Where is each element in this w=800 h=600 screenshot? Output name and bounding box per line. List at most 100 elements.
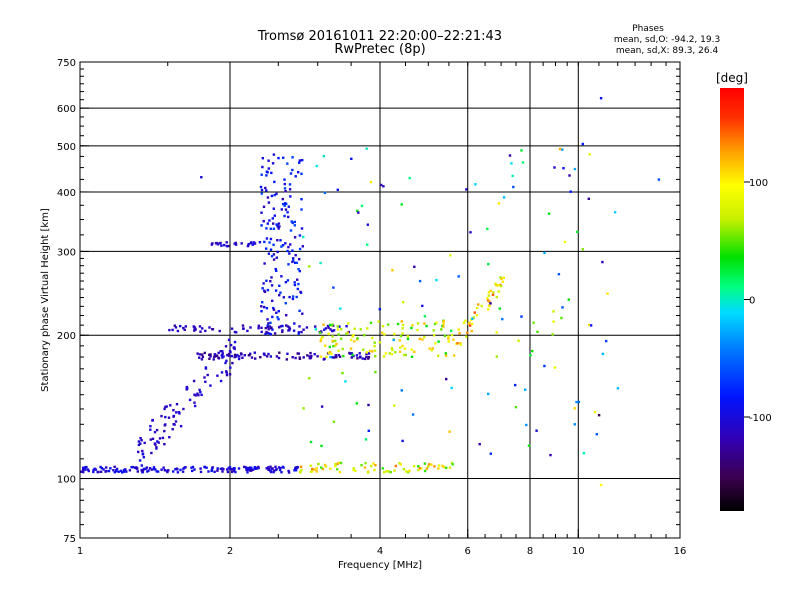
scatter-point xyxy=(173,423,176,426)
x-tick-label: 8 xyxy=(527,546,533,557)
scatter-point xyxy=(410,348,413,351)
scatter-point xyxy=(149,428,152,431)
x-tick-label: 10 xyxy=(572,546,585,557)
scatter-point xyxy=(182,407,185,411)
scatter-point xyxy=(86,468,90,471)
scatter-point xyxy=(94,468,98,471)
x-tick-label: 4 xyxy=(377,546,383,557)
scatter-point xyxy=(549,453,552,457)
scatter-point xyxy=(352,468,355,472)
scatter-point xyxy=(278,351,281,354)
scatter-point xyxy=(573,407,576,410)
scatter-point xyxy=(557,273,561,276)
scatter-point xyxy=(427,465,430,468)
scatter-point xyxy=(260,310,263,313)
colorbar-ticks: 100 0 -100 xyxy=(744,178,772,424)
scatter-point xyxy=(271,467,274,470)
scatter-point xyxy=(213,353,217,356)
scatter-point xyxy=(356,357,359,360)
scatter-point xyxy=(323,463,327,467)
scatter-point xyxy=(237,467,241,470)
scatter-point xyxy=(198,353,202,356)
scatter-point xyxy=(261,165,264,169)
scatter-point xyxy=(382,355,386,358)
scatter-point xyxy=(260,330,263,334)
scatter-point xyxy=(284,242,287,245)
scatter-point xyxy=(216,243,220,246)
scatter-point xyxy=(489,302,492,305)
scatter-point xyxy=(360,464,363,467)
scatter-point xyxy=(225,241,228,244)
scatter-point xyxy=(472,316,475,319)
scatter-point xyxy=(399,334,403,338)
scatter-point xyxy=(286,352,289,355)
scatter-point xyxy=(423,315,427,318)
scatter-point xyxy=(434,342,437,345)
scatter-point xyxy=(287,205,290,208)
scatter-point xyxy=(158,437,162,440)
scatter-point xyxy=(464,319,467,322)
scatter-point xyxy=(282,296,285,299)
scatter-point xyxy=(551,333,554,336)
scatter-point xyxy=(220,371,224,374)
x-tick-label: 2 xyxy=(227,546,233,557)
scatter-point xyxy=(337,353,340,357)
scatter-point xyxy=(300,198,303,201)
scatter-point xyxy=(452,354,456,357)
scatter-point xyxy=(411,324,414,327)
scatter-point xyxy=(367,429,370,432)
scatter-point xyxy=(266,222,269,225)
scatter-point xyxy=(309,464,312,467)
scatter-point xyxy=(413,265,416,268)
scatter-point xyxy=(334,464,337,468)
scatter-point xyxy=(498,307,501,310)
scatter-point xyxy=(298,357,302,360)
scatter-point xyxy=(581,248,584,251)
scatter-point xyxy=(371,350,374,353)
scatter-point xyxy=(163,469,166,472)
scatter-point xyxy=(377,320,380,323)
scatter-point xyxy=(447,340,450,343)
scatter-point xyxy=(363,334,366,337)
scatter-point xyxy=(139,437,142,440)
scatter-point xyxy=(174,326,178,329)
x-tick-label: 16 xyxy=(674,546,687,557)
scatter-point xyxy=(298,325,301,328)
scatter-point xyxy=(447,337,450,340)
scatter-point xyxy=(279,467,282,470)
scatter-point xyxy=(279,239,282,242)
scatter-point xyxy=(573,423,576,426)
scatter-point xyxy=(593,410,597,414)
scatter-point xyxy=(489,452,492,455)
scatter-point xyxy=(203,351,206,355)
scatter-point xyxy=(228,466,232,469)
scatter-point xyxy=(201,327,204,330)
scatter-point xyxy=(288,327,292,330)
scatter-point xyxy=(491,293,495,296)
scatter-point xyxy=(284,202,287,205)
scatter-point xyxy=(512,185,515,189)
scatter-point xyxy=(203,376,206,379)
scatter-point xyxy=(221,470,224,473)
scatter-point xyxy=(284,208,288,211)
scatter-point xyxy=(269,333,273,336)
scatter-point xyxy=(441,464,444,468)
scatter-point xyxy=(260,224,263,227)
scatter-point xyxy=(265,174,268,177)
scatter-point xyxy=(155,446,158,449)
scatter-point xyxy=(237,357,241,361)
scatter-point xyxy=(334,344,337,347)
scatter-point xyxy=(477,303,480,306)
scatter-point xyxy=(233,355,236,359)
y-tick-label: 400 xyxy=(57,188,76,199)
scatter-point xyxy=(332,420,336,423)
scatter-point xyxy=(423,335,426,339)
scatter-point xyxy=(140,439,143,442)
scatter-point xyxy=(122,470,126,473)
scatter-point xyxy=(136,467,139,470)
scatter-point xyxy=(265,467,268,470)
scatter-point xyxy=(172,470,175,473)
scatter-point xyxy=(321,335,324,339)
scatter-point xyxy=(199,467,202,470)
scatter-point xyxy=(279,291,282,294)
